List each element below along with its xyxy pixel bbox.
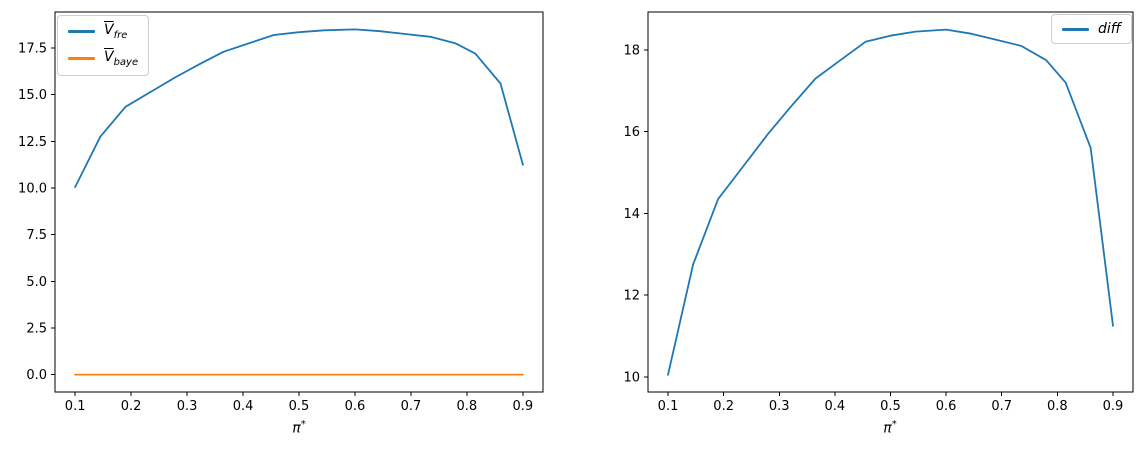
x-tick-label: 0.9	[1103, 399, 1124, 414]
series-line-diff	[667, 28, 1114, 376]
y-tick-label: 10	[623, 370, 640, 385]
x-tick-label: 0.9	[513, 399, 534, 414]
plot-1-spines	[647, 11, 1134, 393]
y-tick-label: 2.5	[26, 321, 47, 336]
x-tick-label: 0.2	[713, 399, 734, 414]
y-tick-label: 12.5	[18, 135, 47, 150]
pi-star-superscript: *	[891, 419, 897, 430]
x-tick-label: 0.7	[401, 399, 422, 414]
legend-line-sample	[68, 30, 95, 34]
x-tick-label: 0.5	[289, 399, 310, 414]
y-tick-label: 10.0	[18, 182, 47, 197]
y-tick-label: 0.0	[26, 368, 47, 383]
y-tick-label: 5.0	[26, 275, 47, 290]
x-tick-label: 0.7	[991, 399, 1012, 414]
legend-line-sample	[68, 57, 95, 61]
x-tick-label: 0.6	[345, 399, 366, 414]
legend-entry-diff: diff	[1062, 22, 1121, 36]
y-tick-label: 16	[623, 125, 640, 140]
x-tick-label: 0.3	[177, 399, 198, 414]
legend-line-sample	[1062, 27, 1089, 31]
right-plot-xlabel: π*	[883, 419, 896, 437]
legend-label: Vbaye	[104, 48, 139, 68]
legend-label: diff	[1098, 21, 1121, 37]
pi-symbol: π	[883, 420, 892, 437]
x-tick-label: 0.4	[233, 399, 254, 414]
x-tick-label: 0.1	[658, 399, 679, 414]
x-tick-label: 0.8	[457, 399, 478, 414]
y-tick-label: 7.5	[26, 228, 47, 243]
pi-star-superscript: *	[300, 419, 306, 430]
legend-entry-V_baye: Vbaye	[68, 50, 138, 68]
x-tick-label: 0.2	[121, 399, 142, 414]
y-tick-label: 17.5	[18, 42, 47, 57]
left-plot-legend: Vfre Vbaye	[57, 15, 150, 76]
x-tick-label: 0.3	[769, 399, 790, 414]
x-tick-label: 0.5	[880, 399, 901, 414]
y-tick-label: 15.0	[18, 88, 47, 103]
right-plot-legend: diff	[1051, 14, 1132, 44]
series-line-V_fre	[74, 28, 524, 189]
x-tick-label: 0.8	[1047, 399, 1068, 414]
x-tick-label: 0.6	[936, 399, 957, 414]
y-tick-label: 12	[623, 289, 640, 304]
legend-entry-V_fre: Vfre	[68, 23, 138, 41]
pi-symbol: π	[292, 420, 301, 437]
left-plot-xlabel: π*	[292, 419, 305, 437]
legend-label: Vfre	[104, 22, 128, 41]
x-tick-label: 0.1	[65, 399, 86, 414]
y-tick-label: 14	[623, 207, 640, 222]
y-tick-label: 18	[623, 44, 640, 59]
x-tick-label: 0.4	[825, 399, 846, 414]
